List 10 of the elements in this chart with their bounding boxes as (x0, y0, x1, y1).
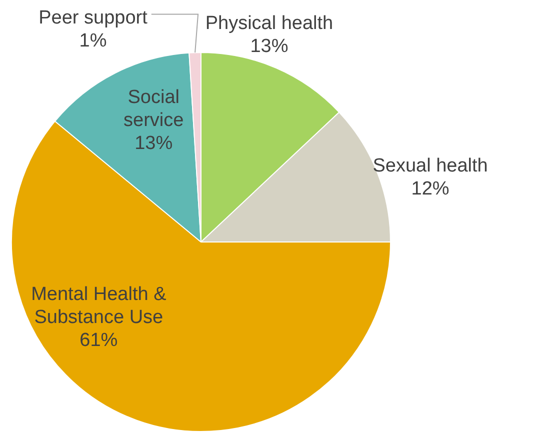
slice-label: Peer support (38, 7, 148, 28)
data-label: 13% (134, 132, 173, 154)
slice-label: Physical health (205, 13, 334, 34)
data-label: 1% (79, 30, 107, 52)
data-label: 61% (80, 330, 118, 352)
slice-label: Sexual health (372, 155, 488, 176)
slice-label: Mental Health & Substance Use (31, 284, 167, 328)
data-label: 13% (250, 36, 288, 58)
data-label: 12% (411, 178, 450, 200)
slice-label: Social service (124, 86, 184, 131)
